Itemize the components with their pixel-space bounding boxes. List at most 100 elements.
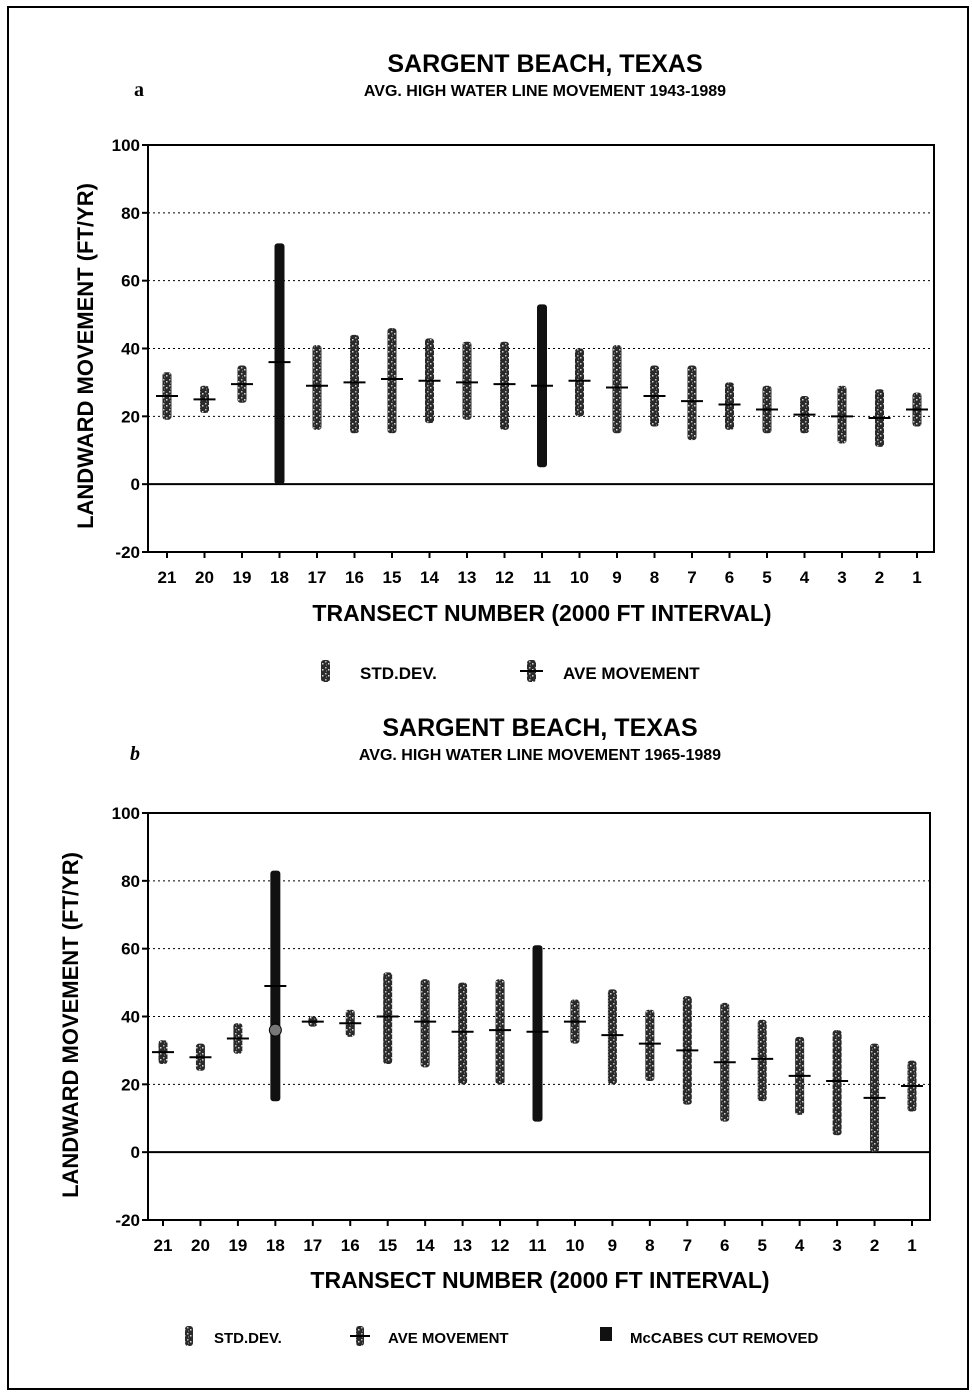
std-dev-bar xyxy=(575,348,584,417)
chart-b-subtitle: AVG. HIGH WATER LINE MOVEMENT 1965-1989 xyxy=(359,747,721,764)
std-dev-bar xyxy=(274,243,285,485)
x-tick-label: 11 xyxy=(529,1236,547,1255)
x-tick-label: 3 xyxy=(832,1236,841,1255)
x-tick-label: 4 xyxy=(800,568,810,587)
std-dev-bar xyxy=(458,982,468,1085)
x-tick-label: 10 xyxy=(565,1236,584,1255)
std-dev-bar xyxy=(500,341,509,430)
x-tick-label: 7 xyxy=(683,1236,692,1255)
x-tick-label: 15 xyxy=(383,568,402,587)
std-dev-bar xyxy=(612,345,622,434)
x-tick-label: 13 xyxy=(453,1236,472,1255)
chart-a-subtitle: AVG. HIGH WATER LINE MOVEMENT 1943-1989 xyxy=(364,83,726,100)
x-tick-label: 17 xyxy=(303,1236,322,1255)
y-tick-label: 100 xyxy=(112,136,140,155)
y-tick-label: -20 xyxy=(115,543,140,562)
std-dev-bar xyxy=(532,945,543,1122)
x-tick-label: 18 xyxy=(266,1236,285,1255)
y-tick-label: 60 xyxy=(121,272,140,291)
y-tick-label: 60 xyxy=(121,940,140,959)
y-tick-label: 0 xyxy=(131,1143,140,1162)
std-dev-bar xyxy=(757,1019,767,1102)
legend-ave-movement-swatch xyxy=(350,1326,370,1346)
y-tick-label: 40 xyxy=(121,340,140,359)
x-tick-label: 20 xyxy=(191,1236,210,1255)
y-tick-label: -20 xyxy=(115,1211,140,1230)
x-tick-label: 20 xyxy=(195,568,214,587)
x-tick-label: 15 xyxy=(378,1236,397,1255)
x-tick-label: 2 xyxy=(870,1236,879,1255)
std-dev-bar xyxy=(725,382,734,430)
x-tick-label: 7 xyxy=(687,568,696,587)
std-dev-bar xyxy=(387,328,397,434)
std-dev-bar xyxy=(383,972,393,1064)
x-tick-label: 9 xyxy=(608,1236,617,1255)
y-tick-label: 40 xyxy=(121,1008,140,1027)
chart-a-x-axis-label: TRANSECT NUMBER (2000 FT INTERVAL) xyxy=(312,600,771,626)
x-tick-label: 19 xyxy=(228,1236,247,1255)
std-dev-bar xyxy=(837,385,847,444)
x-tick-label: 19 xyxy=(233,568,252,587)
x-tick-label: 1 xyxy=(912,568,921,587)
std-dev-bar xyxy=(645,1009,655,1081)
chart-b-title: SARGENT BEACH, TEXAS xyxy=(382,714,697,742)
chart-b-y-axis-label: LANDWARD MOVEMENT (FT/YR) xyxy=(58,852,83,1198)
std-dev-bar xyxy=(495,979,505,1085)
legend-ave-movement-swatch xyxy=(520,660,543,682)
x-tick-label: 11 xyxy=(533,568,551,587)
x-tick-label: 14 xyxy=(416,1236,435,1255)
chart-a-legend: STD.DEV. AVE MOVEMENT xyxy=(321,660,700,683)
y-tick-label: 80 xyxy=(121,204,140,223)
legend-std-dev-swatch xyxy=(321,660,330,682)
std-dev-bar xyxy=(350,334,359,434)
x-tick-label: 6 xyxy=(725,568,734,587)
y-tick-label: 80 xyxy=(121,872,140,891)
x-tick-label: 6 xyxy=(720,1236,729,1255)
chart-a-title: SARGENT BEACH, TEXAS xyxy=(387,50,702,78)
legend-ave-movement-label: AVE MOVEMENT xyxy=(563,664,700,683)
legend-std-dev-label: STD.DEV. xyxy=(214,1330,282,1347)
x-tick-label: 21 xyxy=(154,1236,173,1255)
y-tick-label: 0 xyxy=(131,475,140,494)
x-tick-label: 8 xyxy=(650,568,659,587)
x-tick-label: 12 xyxy=(495,568,514,587)
chart-a-panel-label: a xyxy=(134,79,144,101)
y-tick-label: 20 xyxy=(121,407,140,426)
y-tick-label: 100 xyxy=(112,804,140,823)
figure-frame xyxy=(7,6,969,1390)
std-dev-bar xyxy=(832,1030,842,1136)
x-tick-label: 13 xyxy=(458,568,477,587)
legend-mccabes-cut-removed-label: McCABES CUT REMOVED xyxy=(630,1330,819,1347)
std-dev-bar xyxy=(462,341,472,420)
x-tick-label: 12 xyxy=(491,1236,510,1255)
std-dev-bar xyxy=(607,989,617,1085)
legend-std-dev-label: STD.DEV. xyxy=(360,664,437,683)
x-tick-label: 21 xyxy=(158,568,177,587)
legend-ave-movement-label: AVE MOVEMENT xyxy=(388,1330,509,1347)
chart-b-panel-label: b xyxy=(130,743,140,765)
x-tick-label: 2 xyxy=(875,568,884,587)
std-dev-bar xyxy=(312,345,322,430)
x-tick-label: 10 xyxy=(570,568,589,587)
std-dev-bar xyxy=(687,365,697,441)
x-tick-label: 18 xyxy=(270,568,289,587)
x-tick-label: 4 xyxy=(795,1236,805,1255)
legend-mccabes-cut-removed-swatch xyxy=(600,1327,612,1341)
std-dev-bar xyxy=(420,979,430,1068)
x-tick-label: 16 xyxy=(345,568,364,587)
mccabes-cut-removed-marker xyxy=(268,1023,282,1037)
x-tick-label: 1 xyxy=(907,1236,916,1255)
chart-a-y-axis-label: LANDWARD MOVEMENT (FT/YR) xyxy=(73,183,98,529)
x-tick-label: 5 xyxy=(762,568,771,587)
x-tick-label: 16 xyxy=(341,1236,360,1255)
legend-std-dev-swatch xyxy=(185,1326,193,1346)
x-tick-label: 14 xyxy=(420,568,439,587)
chart-b-legend: STD.DEV. AVE MOVEMENT McCABES CUT REMOVE… xyxy=(185,1326,819,1347)
x-tick-label: 3 xyxy=(837,568,846,587)
y-tick-label: 20 xyxy=(121,1075,140,1094)
x-tick-label: 17 xyxy=(308,568,327,587)
x-tick-label: 9 xyxy=(612,568,621,587)
